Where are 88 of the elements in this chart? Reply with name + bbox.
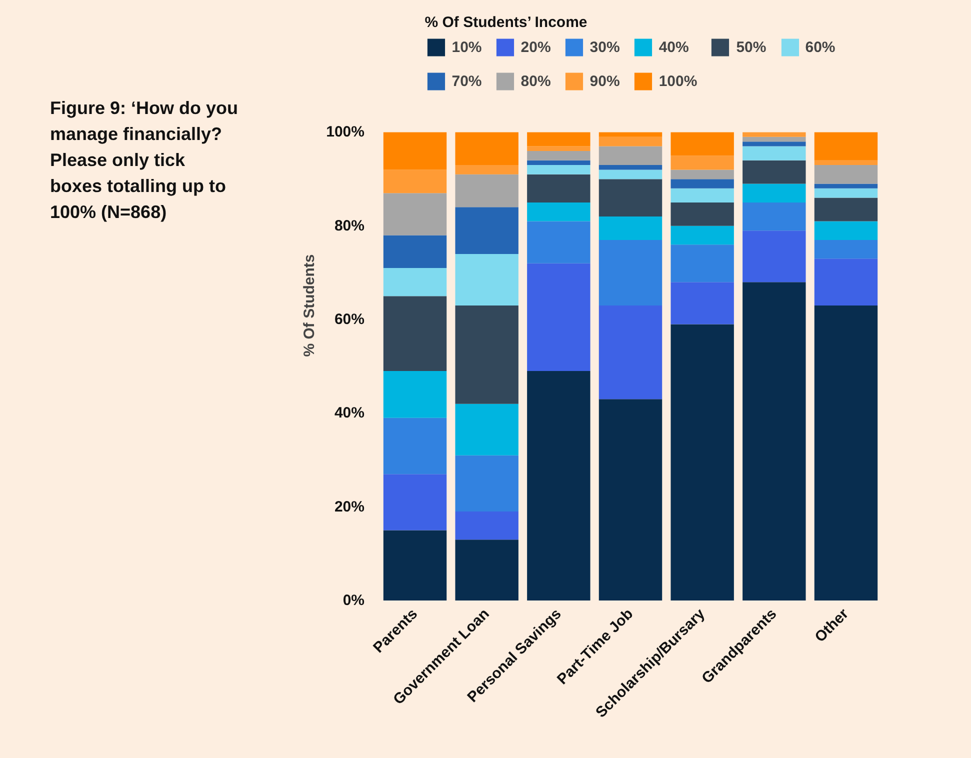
bar — [598, 179, 662, 217]
bar — [670, 202, 734, 226]
bar — [527, 174, 590, 202]
bar — [455, 540, 518, 600]
bar — [670, 170, 734, 180]
bar — [742, 184, 806, 202]
legend-title: % Of Students’ Income — [424, 14, 588, 31]
legend-label: 40% — [658, 38, 689, 56]
bar — [383, 132, 447, 170]
bar — [814, 198, 878, 222]
bar — [742, 136, 806, 142]
bar — [455, 165, 518, 174]
bar — [670, 179, 734, 188]
legend-label: 80% — [520, 72, 551, 90]
bar — [527, 165, 590, 174]
bar — [527, 263, 590, 372]
bar — [455, 174, 518, 208]
bar — [527, 150, 590, 160]
bar — [670, 226, 734, 245]
legend-label: 90% — [590, 72, 620, 90]
y-tick-label: 20% — [334, 498, 365, 516]
bar — [670, 132, 734, 156]
bar — [598, 146, 662, 166]
bar — [527, 371, 590, 600]
bar — [814, 188, 878, 198]
bar — [383, 418, 447, 474]
bar — [383, 268, 447, 296]
bar — [742, 132, 806, 137]
bar — [742, 146, 806, 160]
bar — [670, 156, 734, 170]
text: Figure 9: ‘How do you manage financially? Please only tick boxes totalling up to 100% (N=868) — [50, 97, 239, 224]
bar — [598, 306, 662, 400]
bar — [742, 160, 806, 184]
legend-label: 10% — [452, 38, 482, 56]
bar — [527, 132, 590, 146]
y-tick-label: 100% — [326, 124, 365, 141]
legend-label: 20% — [520, 38, 551, 56]
y-tick-label: 60% — [334, 311, 365, 328]
bar — [383, 371, 447, 418]
bar — [527, 160, 590, 166]
bar — [814, 221, 878, 240]
bar — [383, 193, 447, 236]
bar — [455, 404, 518, 456]
bar — [527, 221, 590, 264]
bar — [742, 230, 806, 282]
bar — [814, 240, 878, 259]
bar — [814, 184, 878, 188]
bar — [527, 202, 590, 222]
bar — [814, 306, 878, 600]
bar — [383, 170, 447, 194]
bar — [670, 324, 734, 600]
bar — [598, 136, 662, 146]
bar — [814, 160, 878, 166]
bar — [455, 512, 518, 540]
y-tick-label: 0% — [342, 592, 365, 609]
y-axis-title: % Of Students — [301, 254, 318, 357]
y-tick-label: 80% — [334, 217, 365, 234]
bar — [742, 282, 806, 600]
bar — [383, 296, 447, 372]
legend-label: 60% — [805, 38, 836, 56]
legend-label: 100% — [658, 72, 698, 90]
bar — [598, 132, 662, 137]
bar — [455, 455, 518, 512]
y-tick-label: 40% — [334, 404, 365, 422]
bar — [455, 306, 518, 404]
bar — [383, 235, 447, 268]
bar — [598, 399, 662, 600]
bar — [598, 165, 662, 170]
bar — [598, 170, 662, 180]
legend-label: 30% — [590, 38, 620, 56]
bar — [527, 146, 590, 151]
bar — [383, 474, 447, 530]
bar — [383, 530, 447, 600]
legend-label: 70% — [452, 72, 482, 90]
bar — [670, 282, 734, 324]
bar — [455, 132, 518, 166]
bar — [598, 216, 662, 240]
bar — [670, 244, 734, 282]
bar — [598, 240, 662, 306]
bar — [814, 132, 878, 160]
bar — [742, 202, 806, 231]
bar — [455, 254, 518, 306]
bar — [670, 188, 734, 202]
bar — [814, 258, 878, 306]
bar — [455, 207, 518, 254]
bar — [742, 142, 806, 146]
bar — [814, 165, 878, 184]
legend-label: 50% — [736, 38, 766, 56]
